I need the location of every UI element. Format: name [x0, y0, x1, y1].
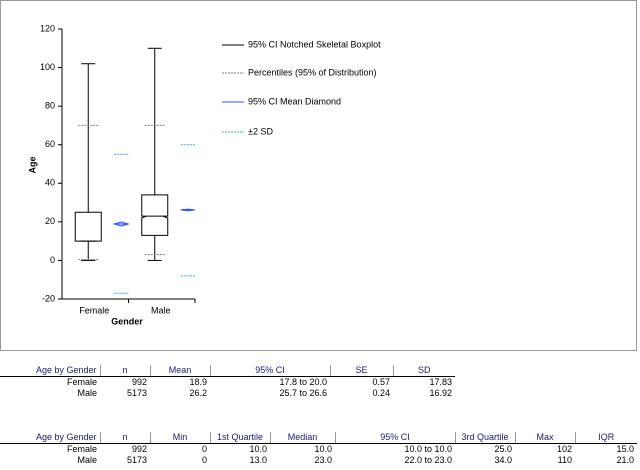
header-cell: n [99, 365, 150, 377]
y-tick-label: 80 [45, 101, 55, 111]
cell: 0.24 [372, 388, 390, 398]
header-cell: 1st Quartile [209, 432, 270, 444]
data-row: Female 992 0 10.0 10.0 10.0 to 10.0 25.0 102 15.… [0, 444, 637, 456]
cell: Female [66, 377, 97, 387]
cell: 0 [201, 444, 207, 454]
x-axis-label: Gender [111, 316, 143, 326]
cell: 15.0 [616, 444, 634, 454]
cell: 10.0 to 10.0 [404, 444, 452, 454]
x-tick-label: Female [79, 305, 109, 315]
y-tick-label: 20 [45, 216, 55, 226]
header-row: Age by Gender n Mean 95% CI SE SD [0, 365, 455, 377]
y-axis-label: Age [27, 156, 37, 173]
cell: 5173 [126, 455, 147, 465]
legend-label: Percentiles (95% of Distribution) [248, 67, 377, 77]
cell: 992 [131, 377, 147, 387]
header-cell: Min [149, 432, 210, 444]
cell: 0 [201, 455, 207, 465]
cell: 21.0 [616, 455, 634, 465]
cell: 16.92 [429, 388, 452, 398]
header-cell: Mean [149, 365, 210, 377]
box [141, 194, 169, 236]
x-tick-label: Male [151, 305, 171, 315]
stats-table: Age by Gender n Min 1st Quartile Median 95% C… [0, 432, 637, 466]
header-cell: 95% CI [209, 365, 330, 377]
cell: 22.0 to 23.0 [404, 455, 452, 465]
box [74, 211, 102, 242]
header-cell: 95% CI [334, 432, 455, 444]
cell: 34.0 [494, 455, 512, 465]
data-row: Female 992 18.9 17.8 to 20.0 0.57 17.83 [0, 377, 455, 389]
cell: 18.9 [189, 377, 207, 387]
y-tick-label: 40 [45, 178, 55, 188]
y-tick-label: 60 [45, 139, 55, 149]
header-cell: Max [514, 432, 575, 444]
header-cell: SE [329, 365, 393, 377]
cell: 0.57 [372, 377, 390, 387]
cell: 13.0 [249, 455, 267, 465]
data-row: Male 5173 26.2 25.7 to 26.6 0.24 16.92 [0, 388, 455, 399]
chart: Age Gender -20 0 20 40 60 80 100 120 Female Male 9… [0, 0, 637, 351]
header-cell: Age by Gender [0, 432, 100, 444]
header-cell: SD [392, 365, 455, 377]
cell: 17.83 [429, 377, 452, 387]
cell: 110 [557, 455, 572, 465]
y-tick-label: 100 [40, 62, 55, 72]
cell: Female [66, 444, 97, 454]
y-tick-label: 0 [50, 255, 55, 265]
header-cell: Age by Gender [0, 365, 100, 377]
cell: 10.0 [314, 444, 332, 454]
cell: Male [77, 388, 97, 398]
stats-table: Age by Gender n Mean 95% CI SE SD Female 992 18.… [0, 365, 455, 399]
header-cell: Median [269, 432, 335, 444]
cell: 17.8 to 20.0 [279, 377, 327, 387]
cell: 26.2 [189, 388, 207, 398]
y-tick-label: 120 [40, 23, 55, 33]
cell: 5173 [126, 388, 147, 398]
cell: 10.0 [249, 444, 267, 454]
cell: 25.7 to 26.6 [279, 388, 327, 398]
header-cell: 3rd Quartile [454, 432, 515, 444]
cell: 23.0 [314, 455, 332, 465]
cell: Male [77, 455, 97, 465]
header-cell: n [99, 432, 150, 444]
header-row: Age by Gender n Min 1st Quartile Median 95% C… [0, 432, 637, 444]
y-tick-label: -20 [42, 293, 55, 303]
legend-label: 95% CI Mean Diamond [248, 96, 341, 106]
legend-label: 95% CI Notched Skeletal Boxplot [248, 39, 381, 49]
header-cell: IQR [574, 432, 637, 444]
legend-label: ±2 SD [248, 126, 273, 136]
cell: 25.0 [494, 444, 512, 454]
chart-frame [0, 0, 637, 351]
cell: 102 [556, 444, 572, 454]
data-row: Male 5173 0 13.0 23.0 22.0 to 23.0 34.0 110 21.0 [0, 455, 637, 466]
cell: 992 [131, 444, 147, 454]
